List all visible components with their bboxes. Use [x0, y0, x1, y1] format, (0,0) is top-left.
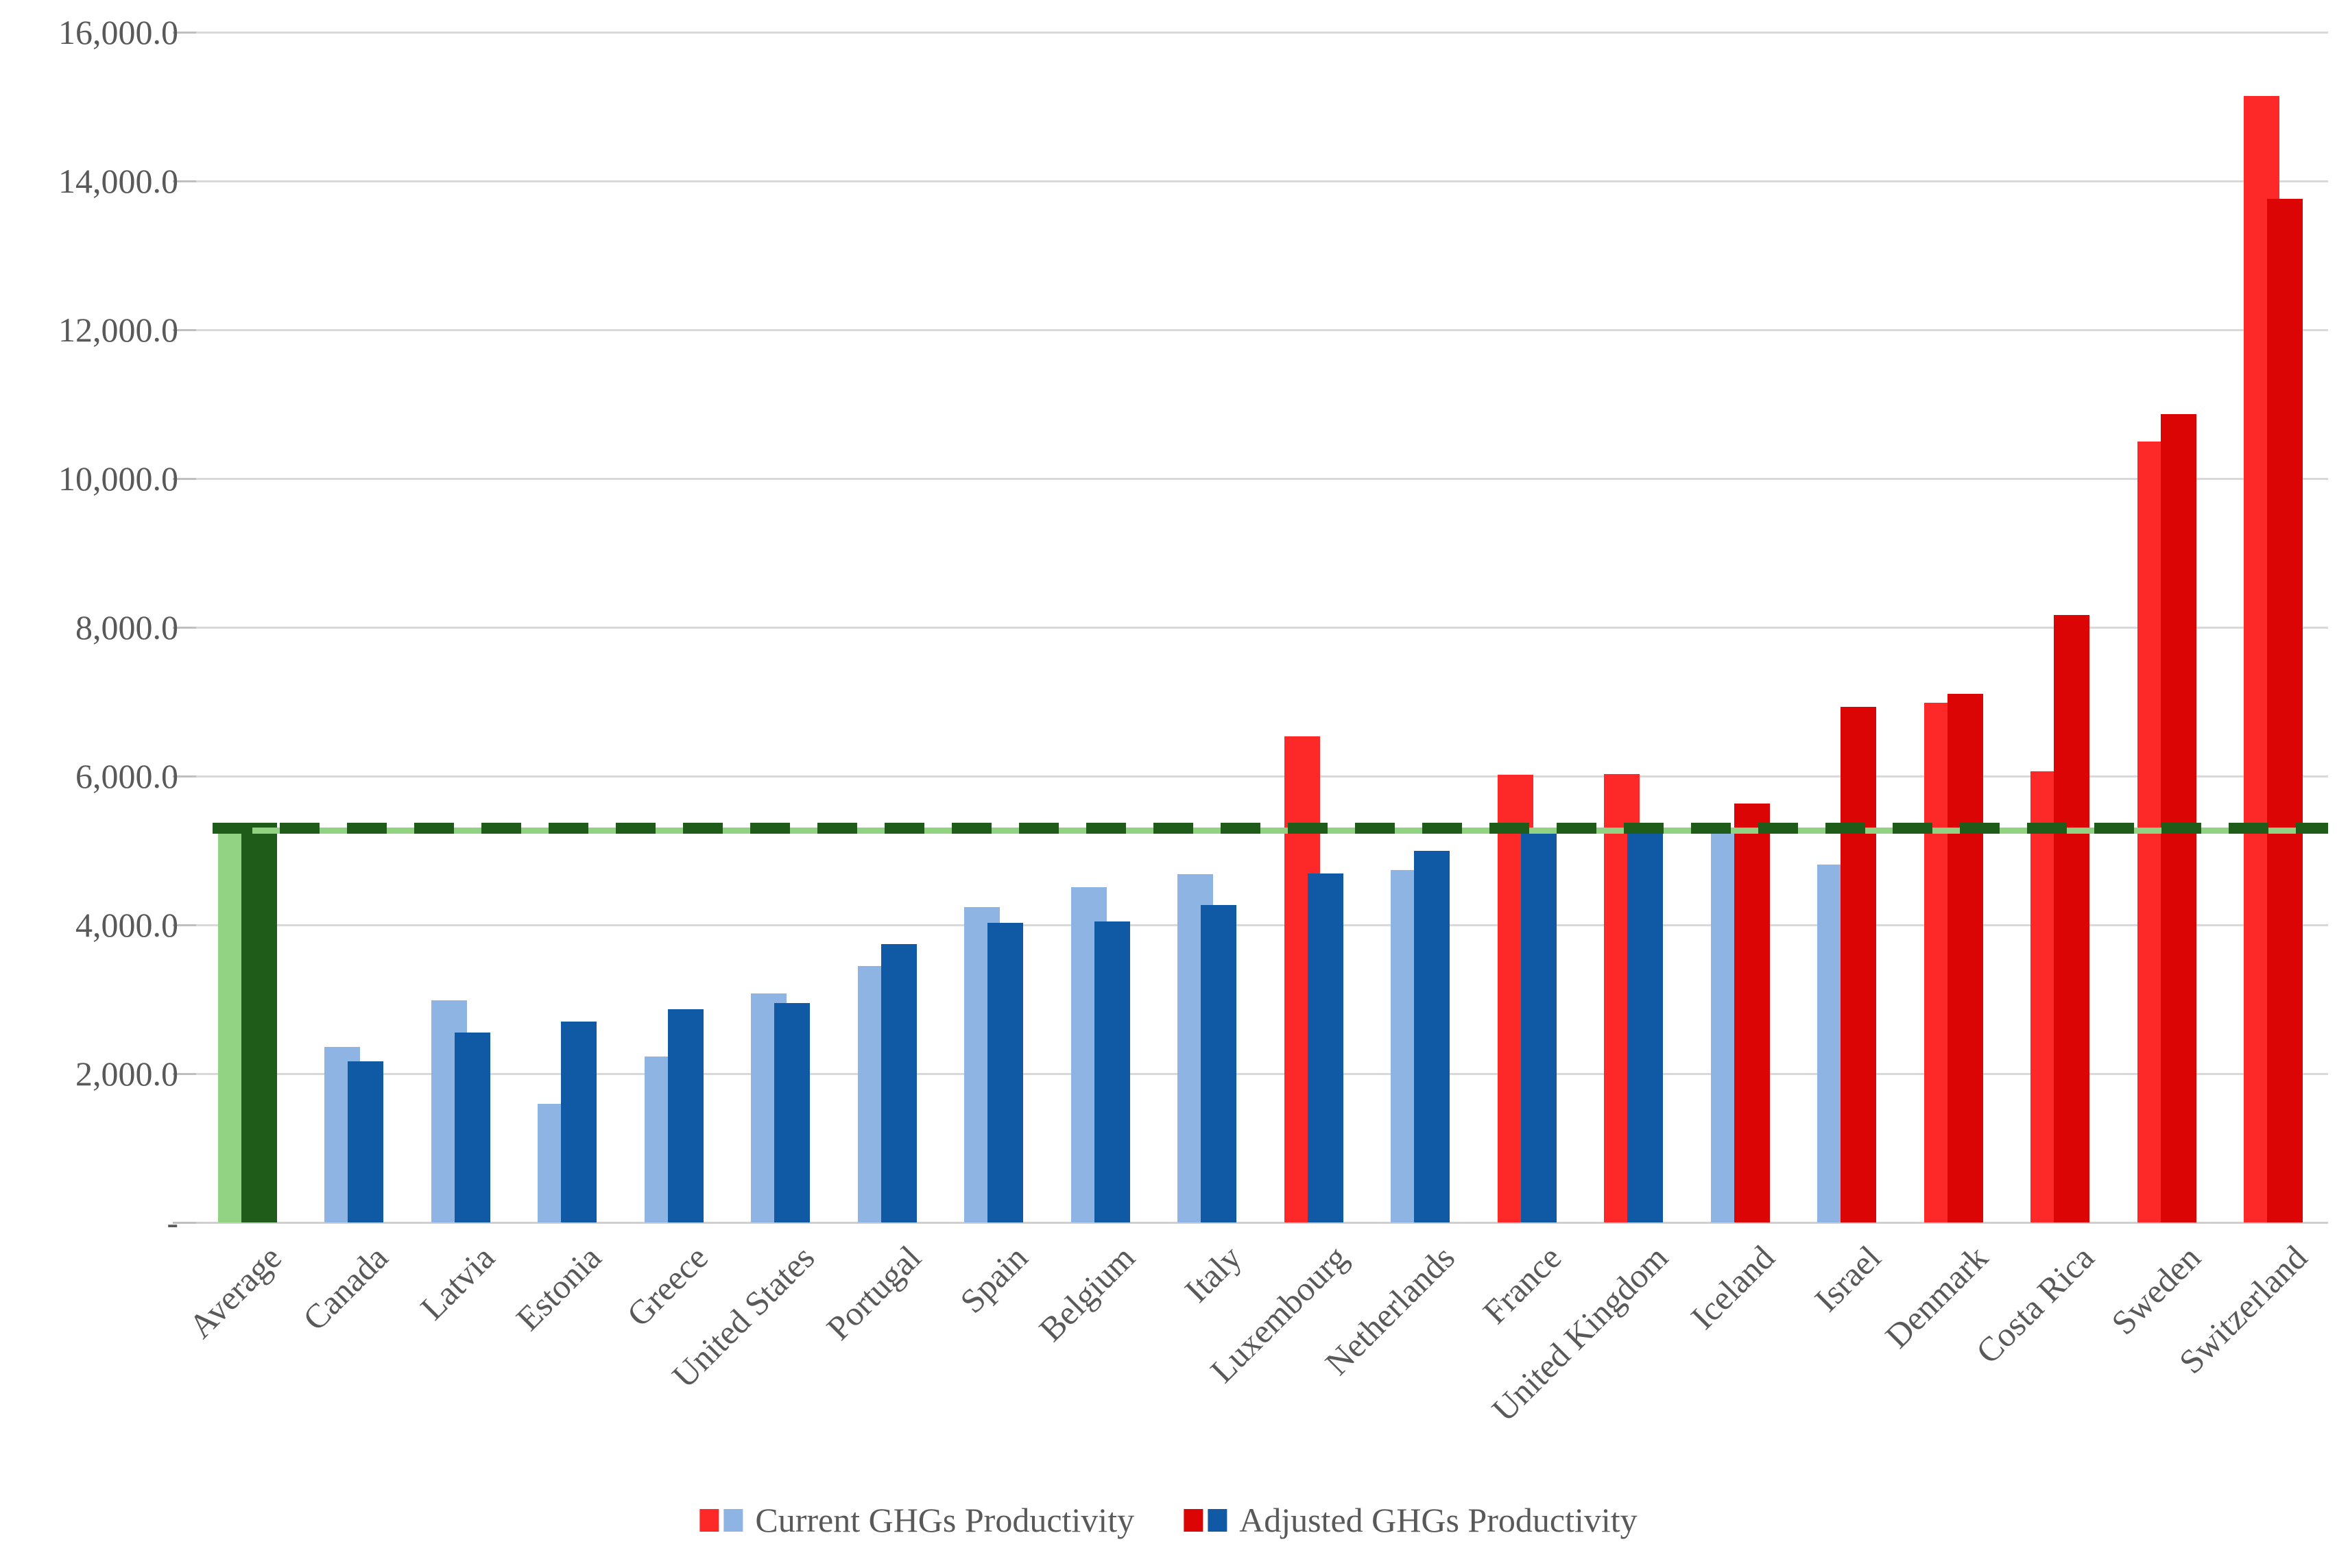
bar-adjusted-costa-rica — [2054, 614, 2090, 1222]
legend-label-current: Current GHGs Productivity — [755, 1501, 1135, 1539]
y-tick-label: 16,000.0 — [58, 13, 178, 51]
bar-adjusted-italy — [1201, 904, 1237, 1222]
legend-swatch-pair-adjusted — [1184, 1508, 1227, 1532]
category-label-iceland: Iceland — [1683, 1238, 1782, 1337]
y-gridline — [195, 924, 2328, 926]
category-label-france: France — [1475, 1238, 1569, 1331]
category-label-spain: Spain — [952, 1238, 1035, 1320]
y-tick-label: 12,000.0 — [58, 311, 178, 349]
y-tick-mark — [173, 1073, 196, 1075]
bar-adjusted-greece — [667, 1009, 704, 1222]
category-label-greece: Greece — [619, 1238, 716, 1334]
y-gridline — [195, 775, 2328, 777]
legend-label-adjusted: Adjusted GHGs Productivity — [1239, 1501, 1638, 1539]
y-tick-label: 8,000.0 — [75, 608, 178, 647]
y-gridline — [195, 329, 2328, 331]
y-tick-label: 4,000.0 — [75, 906, 178, 944]
y-gridline — [195, 180, 2328, 182]
bar-adjusted-estonia — [561, 1022, 597, 1222]
y-tick-mark — [173, 924, 196, 926]
category-label-estonia: Estonia — [508, 1238, 609, 1338]
bar-adjusted-portugal — [880, 944, 917, 1222]
legend-item-current: Current GHGs Productivity — [699, 1500, 1134, 1540]
legend-swatch-red-icon — [699, 1508, 719, 1532]
category-label-average: Average — [181, 1238, 289, 1346]
bar-adjusted-israel — [1841, 707, 1877, 1222]
category-label-israel: Israel — [1807, 1238, 1889, 1319]
y-tick-label: 2,000.0 — [75, 1054, 178, 1093]
x-axis-line — [195, 1222, 2328, 1224]
legend-swatch-light-blue-icon — [723, 1508, 743, 1532]
y-tick-mark — [173, 180, 196, 182]
y-gridline — [195, 627, 2328, 629]
y-tick-label: - — [167, 1203, 178, 1242]
category-label-sweden: Sweden — [2104, 1238, 2209, 1342]
legend-swatch-dark-red-icon — [1184, 1508, 1203, 1532]
bar-adjusted-sweden — [2160, 413, 2196, 1222]
y-tick-mark — [173, 1222, 196, 1224]
y-tick-mark — [173, 627, 196, 629]
bar-adjusted-netherlands — [1414, 850, 1450, 1222]
bar-adjusted-denmark — [1947, 693, 1983, 1222]
category-label-canada: Canada — [295, 1238, 396, 1338]
y-tick-label: 14,000.0 — [58, 162, 178, 200]
y-tick-mark — [173, 32, 196, 34]
category-label-italy: Italy — [1177, 1238, 1249, 1310]
bar-adjusted-iceland — [1734, 804, 1770, 1222]
y-gridline — [195, 1073, 2328, 1075]
bar-adjusted-spain — [987, 922, 1024, 1222]
legend-swatch-pair-current — [699, 1508, 743, 1532]
bar-adjusted-average — [241, 823, 277, 1222]
chart-legend: Current GHGs Productivity Adjusted GHGs … — [699, 1500, 1638, 1540]
y-tick-label: 10,000.0 — [58, 459, 178, 498]
average-reference-line — [213, 822, 2328, 834]
bar-adjusted-united-kingdom — [1627, 829, 1664, 1222]
bar-adjusted-belgium — [1094, 921, 1130, 1222]
category-label-costa-rica: Costa Rica — [1968, 1238, 2102, 1371]
bar-adjusted-united-states — [774, 1002, 811, 1222]
bar-adjusted-switzerland — [2267, 199, 2303, 1222]
legend-swatch-dark-blue-icon — [1208, 1508, 1227, 1532]
bar-adjusted-france — [1520, 833, 1557, 1222]
bar-adjusted-latvia — [454, 1033, 490, 1222]
y-gridline — [195, 478, 2328, 480]
category-label-portugal: Portugal — [819, 1238, 929, 1348]
bar-adjusted-luxembourg — [1307, 873, 1343, 1222]
legend-item-adjusted: Adjusted GHGs Productivity — [1184, 1500, 1638, 1540]
y-tick-mark — [173, 478, 196, 480]
y-gridline — [195, 32, 2328, 34]
y-tick-label: 6,000.0 — [75, 757, 178, 795]
category-label-latvia: Latvia — [413, 1238, 503, 1327]
category-label-belgium: Belgium — [1031, 1238, 1142, 1349]
y-tick-mark — [173, 775, 196, 777]
y-tick-mark — [173, 329, 196, 331]
bar-adjusted-canada — [348, 1061, 384, 1222]
